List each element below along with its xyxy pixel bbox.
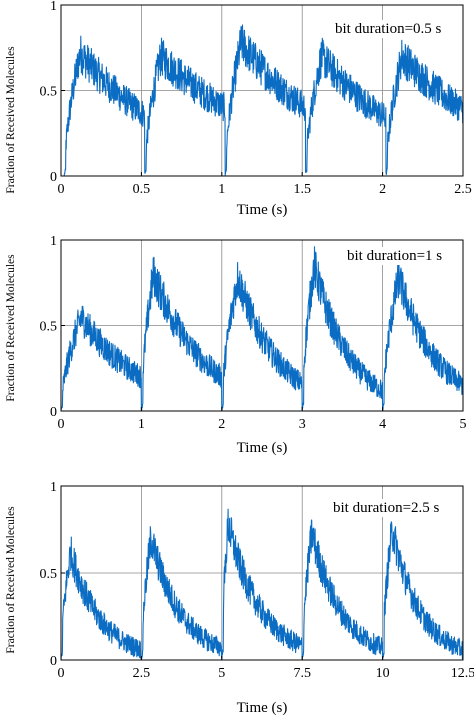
x-axis-title: Time (s) (237, 202, 288, 218)
x-tick-label: 5 (218, 666, 225, 681)
bit-duration-annotation: bit duration=0.5 s (335, 21, 442, 37)
x-tick-label: 2 (218, 417, 225, 432)
x-tick-label: 1 (138, 417, 145, 432)
x-tick-label: 12.5 (451, 666, 474, 681)
x-tick-label: 2 (379, 182, 386, 197)
x-tick-label: 2.5 (454, 182, 472, 197)
bit-duration-annotation: bit duration=1 s (347, 248, 442, 264)
x-axis-title: Time (s) (237, 440, 288, 456)
bit-duration-annotation: bit duration=2.5 s (333, 500, 440, 516)
chart-panel-3: 0 2.5 5 7.5 10 12.5 0 0.5 1 bit duration=2.5 s Tim… (5, 480, 474, 716)
x-tick-label: 7.5 (293, 666, 311, 681)
x-tick-label: 5 (460, 417, 467, 432)
data-series-line (60, 508, 464, 661)
x-tick-label: 0 (58, 417, 65, 432)
y-axis-title: Fraction of Received Molecules (5, 254, 17, 402)
y-tick-label: 0.5 (40, 320, 58, 335)
annotation-background (344, 247, 446, 265)
data-series-line (60, 246, 464, 412)
x-tick-label: 10 (376, 666, 390, 681)
y-tick-label: 1 (50, 480, 57, 495)
data-series-line (60, 24, 464, 177)
y-tick-label: 1 (50, 234, 57, 249)
y-tick-label: 1 (50, 0, 57, 14)
y-tick-label: 0.5 (40, 85, 58, 100)
x-axis-title: Time (s) (237, 700, 288, 716)
x-tick-label: 1.5 (293, 182, 311, 197)
x-tick-label: 4 (379, 417, 386, 432)
x-tick-label: 0 (58, 666, 65, 681)
chart-panel-1: 0 0.5 1 1.5 2 2.5 0 0.5 1 bit duration=0.5 s Time … (5, 0, 472, 218)
y-axis-title: Fraction of Received Molecules (5, 506, 17, 654)
y-tick-label: 0 (50, 654, 57, 669)
x-tick-label: 0 (58, 182, 65, 197)
x-tick-label: 3 (299, 417, 306, 432)
x-tick-label: 2.5 (133, 666, 151, 681)
y-tick-label: 0.5 (40, 567, 58, 582)
y-tick-label: 0 (50, 170, 57, 185)
x-tick-label: 0.5 (133, 182, 151, 197)
annotation-background (332, 20, 445, 38)
chart-panel-2: 0 1 2 3 4 5 0 0.5 1 bit duration=1 s Time (s) Fract… (5, 234, 467, 456)
x-tick-label: 1 (218, 182, 225, 197)
y-axis-title: Fraction of Received Molecules (5, 46, 17, 194)
y-tick-label: 0 (50, 405, 57, 420)
annotation-background (330, 499, 443, 517)
